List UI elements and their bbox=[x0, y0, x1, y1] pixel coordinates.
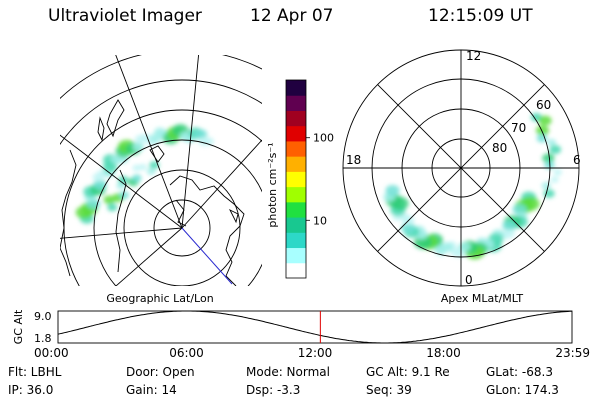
aurora-blob bbox=[547, 139, 557, 147]
info-ip: IP: 36.0 bbox=[8, 383, 54, 397]
aurora-blob bbox=[132, 164, 141, 172]
mlat-label-60: 60 bbox=[536, 98, 551, 112]
altitude-strip: GC Alt 9.0 1.8 00:00 06:00 12:00 18:00 23:59 bbox=[12, 309, 590, 360]
aurora-blob bbox=[93, 179, 107, 190]
colorbar-segment bbox=[286, 95, 306, 111]
info-glat: GLat: -68.3 bbox=[486, 365, 553, 379]
colorbar: 100 10 photon cm⁻²s⁻¹ bbox=[266, 79, 334, 279]
altitude-xtick-label: 12:00 bbox=[298, 346, 333, 360]
aurora-blob bbox=[107, 203, 118, 212]
mlt-label-noon: 12 bbox=[466, 49, 481, 63]
aurora-blob bbox=[138, 163, 147, 171]
aurora-blob bbox=[550, 176, 559, 183]
altitude-axis-label: GC Alt bbox=[12, 309, 25, 344]
colorbar-segment bbox=[286, 140, 306, 157]
colorbar-segment bbox=[286, 186, 306, 203]
altitude-xticks: 00:00 06:00 12:00 18:00 23:59 bbox=[34, 346, 590, 360]
aurora-blob bbox=[502, 220, 517, 232]
aurora-blob bbox=[512, 203, 527, 215]
geographic-map bbox=[60, 55, 262, 286]
altitude-strip-frame bbox=[57, 310, 573, 344]
observation-time: 12:15:09 UT bbox=[428, 6, 533, 26]
colorbar-segment bbox=[286, 217, 306, 233]
colorbar-segment bbox=[286, 232, 306, 249]
altitude-xtick-label: 23:59 bbox=[555, 346, 590, 360]
info-flt: Flt: LBHL bbox=[8, 365, 62, 379]
geographic-aurora-emission bbox=[75, 124, 215, 224]
altitude-xtick-label: 18:00 bbox=[426, 346, 461, 360]
aurora-blob bbox=[146, 168, 156, 176]
colorbar-ticks: 100 10 bbox=[306, 132, 334, 227]
info-seq: Seq: 39 bbox=[366, 383, 412, 397]
info-dsp: Dsp: -3.3 bbox=[246, 383, 301, 397]
colorbar-gradient bbox=[286, 80, 306, 279]
info-mode: Mode: Normal bbox=[246, 365, 330, 379]
aurora-blob bbox=[549, 144, 562, 155]
altitude-curve bbox=[57, 310, 573, 344]
polar-grid bbox=[342, 49, 580, 287]
altitude-ytick-low: 1.8 bbox=[34, 332, 52, 345]
geographic-meridians bbox=[60, 55, 262, 286]
mlat-label-70: 70 bbox=[511, 121, 526, 135]
aurora-blob bbox=[541, 182, 551, 190]
mlat-label-80: 80 bbox=[492, 141, 507, 155]
colorbar-segment bbox=[286, 125, 306, 142]
altitude-xtick-label: 00:00 bbox=[34, 346, 69, 360]
aurora-blob bbox=[401, 222, 416, 234]
aurora-blob bbox=[553, 168, 562, 176]
aurora-blob bbox=[132, 142, 145, 152]
colorbar-tick-label: 10 bbox=[313, 214, 327, 227]
colorbar-frame bbox=[285, 79, 307, 279]
aurora-blob bbox=[119, 191, 129, 199]
polar-plot: 12 6 0 18 60 70 80 bbox=[342, 49, 581, 287]
aurora-blob bbox=[193, 129, 208, 140]
info-gain: Gain: 14 bbox=[126, 383, 177, 397]
colorbar-unit-label: photon cm⁻²s⁻¹ bbox=[266, 142, 279, 227]
mlt-label-dawn: 6 bbox=[573, 153, 581, 167]
polar-aurora-emission bbox=[383, 112, 562, 260]
info-gc-alt: GC Alt: 9.1 Re bbox=[366, 365, 450, 379]
aurora-blob bbox=[542, 153, 555, 163]
altitude-ytick-high: 9.0 bbox=[34, 310, 52, 323]
colorbar-tick-label: 100 bbox=[313, 132, 334, 145]
info-door: Door: Open bbox=[126, 365, 195, 379]
mlt-label-dusk: 18 bbox=[346, 153, 361, 167]
colorbar-segment bbox=[286, 110, 306, 127]
colorbar-segment bbox=[286, 262, 306, 279]
geographic-map-label: Geographic Lat/Lon bbox=[106, 292, 213, 305]
aurora-blob bbox=[385, 184, 400, 196]
colorbar-segment bbox=[286, 80, 306, 96]
aurora-blob bbox=[118, 175, 129, 185]
colorbar-segment bbox=[286, 171, 306, 188]
colorbar-segment bbox=[286, 247, 306, 264]
observation-date: 12 Apr 07 bbox=[250, 6, 334, 26]
polar-diagonal-2 bbox=[377, 84, 545, 252]
app-title: Ultraviolet Imager bbox=[48, 6, 202, 26]
satellite-track-line bbox=[181, 227, 233, 285]
aurora-blob bbox=[132, 174, 142, 182]
mlt-label-midnight: 0 bbox=[465, 273, 473, 287]
aurora-blob bbox=[535, 125, 550, 136]
altitude-xtick-label: 06:00 bbox=[169, 346, 204, 360]
aurora-blob bbox=[544, 161, 555, 170]
aurora-blob bbox=[538, 115, 552, 126]
colorbar-segment bbox=[286, 201, 306, 218]
polar-plot-label: Apex MLat/MLT bbox=[441, 292, 524, 305]
aurora-blob bbox=[103, 195, 115, 205]
colorbar-segment bbox=[286, 156, 306, 172]
aurora-blob bbox=[543, 189, 555, 198]
geographic-coastlines bbox=[60, 99, 245, 286]
info-glon: GLon: 174.3 bbox=[486, 383, 559, 397]
